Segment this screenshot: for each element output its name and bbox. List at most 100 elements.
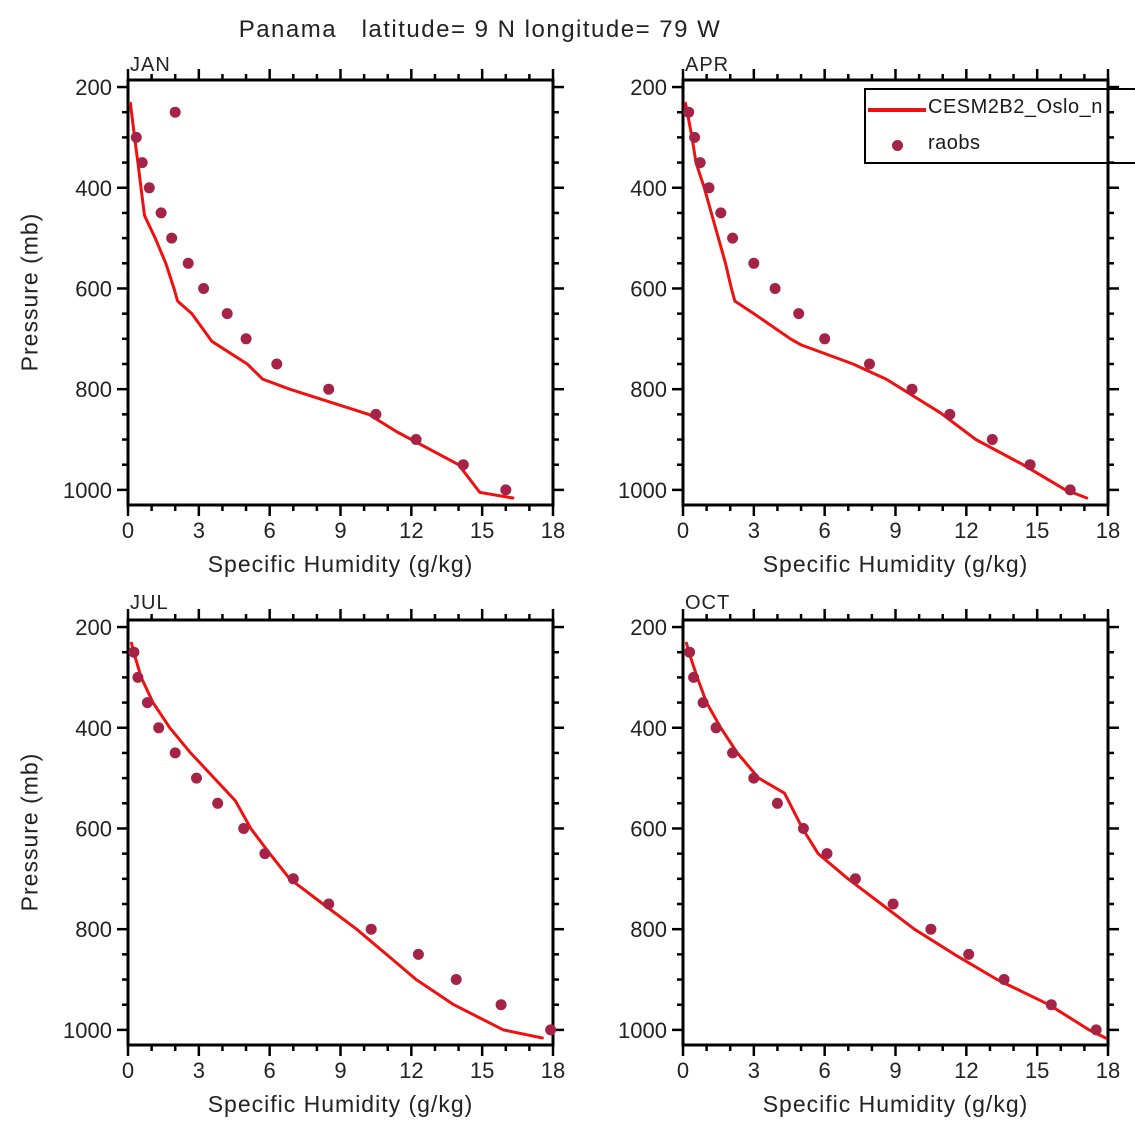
legend-dot-swatch <box>892 140 903 151</box>
x-tick-label: 9 <box>334 1058 346 1083</box>
raobs-dot <box>683 106 695 118</box>
raobs-dot <box>703 182 715 194</box>
axis-ticks <box>672 69 1119 516</box>
raobs-dot <box>963 948 975 960</box>
panel-label-jan: JAN <box>130 54 171 76</box>
raobs-dot <box>864 358 875 370</box>
y-axis-title-bottom: Pressure (mb) <box>16 752 43 912</box>
raobs-dot <box>130 131 142 143</box>
raobs-dot <box>727 232 739 244</box>
y-tick-label: 400 <box>630 716 667 741</box>
y-tick-label: 200 <box>75 75 112 100</box>
raobs-dot <box>191 772 202 784</box>
y-tick-label: 600 <box>75 816 112 841</box>
raobs-dot <box>370 408 382 420</box>
y-tick-labels: 200 400 600 800 1000 <box>618 615 667 1043</box>
x-tick-labels: 0 3 6 9 12 15 18 <box>677 518 1120 543</box>
x-tick-label: 0 <box>122 1058 134 1083</box>
raobs-dot <box>132 671 144 683</box>
legend-line-swatch <box>868 108 926 112</box>
raobs-dots <box>130 106 512 496</box>
raobs-dot <box>771 797 783 809</box>
x-tick-labels: 0 3 6 9 12 15 18 <box>122 1058 565 1083</box>
raobs-dots <box>128 646 557 1036</box>
raobs-dot <box>819 333 831 345</box>
raobs-dot <box>821 848 833 860</box>
raobs-dot <box>748 257 760 269</box>
plot-frame <box>126 618 555 1047</box>
raobs-dot <box>1090 1024 1102 1036</box>
raobs-dot <box>769 283 781 294</box>
raobs-dot <box>450 974 462 985</box>
legend-label-raobs: raobs <box>928 132 981 154</box>
raobs-dot <box>238 823 250 834</box>
raobs-dots <box>683 106 1076 496</box>
x-tick-label: 15 <box>1025 518 1049 543</box>
y-tick-labels: 200 400 600 800 1000 <box>63 615 112 1043</box>
y-tick-labels: 200 400 600 800 1000 <box>618 75 667 503</box>
x-axis-title-jul: Specific Humidity (g/kg) <box>207 1091 474 1117</box>
y-tick-label: 400 <box>75 176 112 201</box>
raobs-dot <box>141 697 153 709</box>
x-tick-label: 0 <box>122 518 134 543</box>
x-tick-label: 12 <box>399 1058 423 1083</box>
y-tick-label: 200 <box>630 75 667 100</box>
x-tick-label: 9 <box>889 518 901 543</box>
raobs-dot <box>500 484 512 496</box>
plot-frame <box>681 618 1110 1047</box>
raobs-dot <box>155 207 167 219</box>
panel-jul: 0 3 6 9 12 15 18 200 400 600 800 1000 <box>63 609 565 1083</box>
raobs-dot <box>169 747 181 759</box>
y-tick-label: 200 <box>630 615 667 640</box>
x-tick-label: 18 <box>1096 518 1120 543</box>
raobs-dot <box>182 257 194 269</box>
y-tick-label: 800 <box>75 377 112 402</box>
model-line <box>685 641 1108 1040</box>
raobs-dot <box>221 308 233 320</box>
x-tick-label: 3 <box>748 1058 760 1083</box>
plot-frame <box>126 78 555 507</box>
legend: CESM2B2_Oslo_n raobs <box>864 88 1135 164</box>
x-tick-label: 12 <box>954 1058 978 1083</box>
raobs-dot <box>198 283 210 294</box>
panel-oct: 0 3 6 9 12 15 18 200 400 600 800 1000 <box>618 609 1120 1083</box>
model-line <box>130 641 544 1040</box>
x-tick-label: 18 <box>1096 1058 1120 1083</box>
raobs-dot <box>710 722 722 734</box>
raobs-dot <box>1064 484 1076 496</box>
raobs-dot <box>887 898 899 910</box>
x-tick-label: 18 <box>541 1058 565 1083</box>
y-tick-label: 600 <box>75 276 112 301</box>
raobs-dot <box>797 823 809 834</box>
raobs-dots <box>684 646 1102 1036</box>
raobs-dot <box>688 671 700 683</box>
x-tick-label: 6 <box>819 518 831 543</box>
y-tick-label: 1000 <box>618 478 667 503</box>
raobs-dot <box>128 646 140 658</box>
x-tick-label: 15 <box>1025 1058 1049 1083</box>
y-axis-title-top: Pressure (mb) <box>16 212 43 372</box>
raobs-dot <box>715 207 727 219</box>
panel-label-oct: OCT <box>685 592 731 614</box>
x-tick-label: 9 <box>334 518 346 543</box>
raobs-dot <box>153 722 165 734</box>
x-tick-label: 6 <box>819 1058 831 1083</box>
x-tick-label: 12 <box>399 518 423 543</box>
x-tick-label: 3 <box>748 518 760 543</box>
figure-title: Panama latitude= 9 N longitude= 79 W <box>238 16 722 43</box>
raobs-dot <box>1024 459 1036 471</box>
raobs-dot <box>410 434 422 445</box>
x-tick-label: 18 <box>541 518 565 543</box>
raobs-dot <box>793 308 805 320</box>
raobs-dot <box>727 747 739 759</box>
x-axis-title-oct: Specific Humidity (g/kg) <box>762 1091 1029 1117</box>
x-tick-label: 12 <box>954 518 978 543</box>
axis-ticks <box>117 609 564 1056</box>
y-tick-label: 800 <box>75 917 112 942</box>
x-tick-labels: 0 3 6 9 12 15 18 <box>122 518 565 543</box>
raobs-dot <box>998 974 1010 985</box>
x-axis-title-jan: Specific Humidity (g/kg) <box>207 551 474 577</box>
legend-label-model: CESM2B2_Oslo_n <box>928 96 1103 118</box>
